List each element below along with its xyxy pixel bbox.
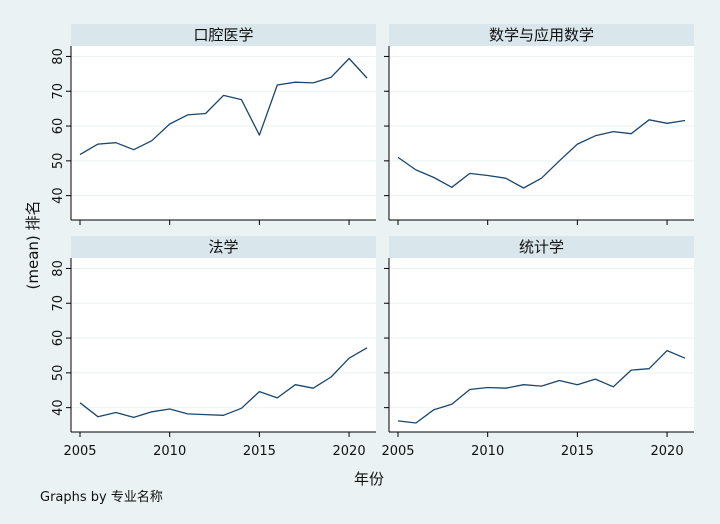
panel-header bbox=[389, 236, 694, 258]
series-line bbox=[397, 119, 686, 189]
x-tick-label: 2020 bbox=[333, 444, 366, 459]
panel-1: 口腔医学 40 50 60 70 80 bbox=[51, 24, 376, 225]
y-tick-label: 60 bbox=[51, 330, 66, 347]
panel-2: 数学与应用数学 bbox=[384, 24, 694, 225]
y-tick-label: 60 bbox=[51, 118, 66, 135]
y-tick-label: 50 bbox=[51, 153, 66, 170]
x-tick-label: 2015 bbox=[561, 444, 594, 459]
x-tick-label: 2005 bbox=[381, 444, 414, 459]
plot-region bbox=[389, 258, 694, 432]
x-tick-label: 2010 bbox=[471, 444, 504, 459]
plot-region bbox=[389, 46, 694, 220]
y-tick-label: 80 bbox=[51, 260, 66, 277]
series-line bbox=[79, 57, 368, 156]
panel-title: 统计学 bbox=[519, 238, 564, 256]
x-tick-label: 2005 bbox=[63, 444, 96, 459]
y-tick-label: 70 bbox=[51, 295, 66, 312]
panel-3: 法学 40 50 60 70 80 2005 2010 2015 2020 bbox=[51, 236, 376, 459]
x-axis-title: 年份 bbox=[354, 470, 384, 488]
y-axis-title: (mean) 排名 bbox=[24, 200, 42, 289]
series-line bbox=[397, 349, 686, 424]
y-tick-label: 40 bbox=[51, 399, 66, 416]
panel-title: 数学与应用数学 bbox=[489, 26, 594, 44]
panel-4: 统计学 2005 2010 2015 2020 bbox=[381, 236, 694, 459]
x-tick-label: 2010 bbox=[153, 444, 186, 459]
graphs-by-note: Graphs by 专业名称 bbox=[40, 489, 163, 505]
plot-region bbox=[71, 46, 376, 220]
y-tick-label: 50 bbox=[51, 365, 66, 382]
x-tick-label: 2015 bbox=[243, 444, 276, 459]
plot-region bbox=[71, 258, 376, 432]
y-tick-label: 40 bbox=[51, 187, 66, 204]
panel-header bbox=[71, 236, 376, 258]
y-tick-label: 80 bbox=[51, 48, 66, 65]
panel-header bbox=[71, 24, 376, 46]
panel-header bbox=[389, 24, 694, 46]
y-tick-label: 70 bbox=[51, 83, 66, 100]
series-line bbox=[79, 347, 368, 419]
panel-title: 口腔医学 bbox=[193, 26, 253, 44]
x-tick-label: 2020 bbox=[651, 444, 684, 459]
panel-title: 法学 bbox=[208, 238, 238, 256]
